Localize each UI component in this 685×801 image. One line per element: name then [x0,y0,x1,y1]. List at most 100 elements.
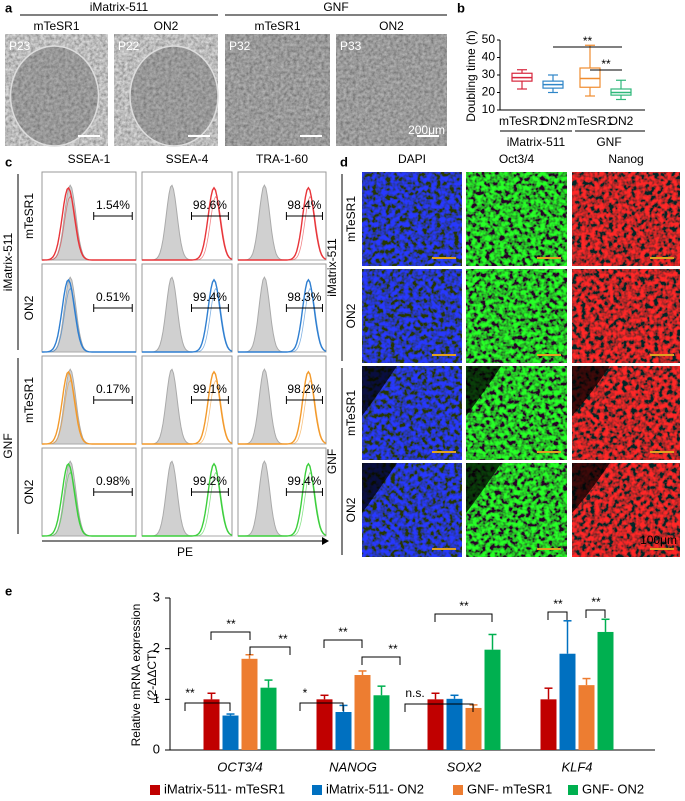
significance: ** [591,595,601,609]
background-shade [466,366,502,416]
x-tick-label: ON2 [541,114,566,128]
x-tick-label: OCT3/4 [217,759,263,774]
x-tick-label: KLF4 [561,759,592,774]
fluorescence-image [466,172,567,266]
significance-line [361,656,401,665]
stain-histogram [142,380,233,445]
matrix-label: GNF [1,433,15,458]
stain-histogram [238,195,327,261]
y-tick-label: 50 [482,32,496,46]
bar [597,631,614,750]
fluorescence-image [572,269,680,363]
background-shade [362,366,397,416]
background-shade [362,463,397,513]
bar [241,658,258,750]
media-label: mTeSR1 [254,19,300,33]
stain-histogram [42,379,136,445]
bar [373,695,390,750]
significance-line [210,631,251,640]
stain-histogram [42,195,136,261]
stain-histogram [238,379,327,445]
y-tick-label: 10 [482,102,496,116]
marker-label: TRA-1-60 [256,152,308,166]
media-label: mTeSR1 [344,390,358,436]
x-tick-label: mTeSR1 [499,114,545,128]
significance-line [434,613,493,622]
legend-label: iMatrix-511- ON2 [326,781,424,796]
significance-line [404,703,474,712]
stain-histogram [238,287,327,353]
colony [9,45,100,147]
panel-label: e [5,583,12,598]
matrix-label: iMatrix-511 [325,238,339,297]
background-shade [466,463,502,513]
percentage-label: 98.2% [287,382,321,396]
percentage-label: 1.54% [96,198,130,212]
media-label: mTeSR1 [22,377,36,423]
passage-label: P33 [340,39,362,53]
colony-shade [225,34,330,146]
matrix-label: iMatrix-511 [1,232,15,291]
group-label: iMatrix-511 [90,0,149,14]
bar [203,699,220,750]
significance: ** [388,642,398,656]
legend-label: GNF- ON2 [582,781,644,796]
stain-label: Nanog [608,152,643,166]
isotype-histogram [142,276,232,353]
significance: ** [459,599,469,613]
significance: ** [185,686,195,700]
media-label: ON2 [154,19,179,33]
percentage-label: 99.4% [193,290,227,304]
y-axis-label: (2-ΔΔCT) [145,650,159,701]
micrograph [225,34,330,146]
significance: * [303,686,308,700]
y-tick-label: 3 [153,589,160,604]
significance-line [547,611,568,620]
fluorescence-image [362,269,462,363]
background-shade [572,463,610,513]
bar [260,687,277,750]
stain-histogram [238,471,327,537]
significance: ** [601,57,611,71]
panel-label: b [457,0,465,15]
bar [335,712,352,750]
group-label: GNF [596,135,621,149]
stain-label: DAPI [398,152,426,166]
y-axis-label: Doubling time (h) [464,30,478,121]
percentage-label: 98.4% [287,198,321,212]
x-tick-label: SOX2 [447,759,482,774]
percentage-label: 98.3% [287,290,321,304]
scale-bar-label: 100μm [640,533,677,547]
stain-histogram [142,288,233,353]
percentage-label: 0.51% [96,290,130,304]
bar [465,707,482,750]
fluorescence-image [362,172,462,266]
media-label: ON2 [379,19,404,33]
y-tick-label: 0 [153,741,160,756]
media-label: mTeSR1 [33,19,79,33]
legend-swatch [568,785,578,795]
box [579,67,601,88]
media-label: mTeSR1 [22,193,36,239]
isotype-histogram [142,368,232,445]
micrograph [336,34,447,146]
scale-bar-label: 200μm [408,123,445,137]
passage-label: P22 [118,39,140,53]
x-axis-label: PE [177,545,193,559]
y-tick-label: 2 [153,640,160,655]
legend-swatch [312,785,322,795]
fluorescence-image [466,269,567,363]
group-label: iMatrix-511 [507,135,566,149]
legend-swatch [453,785,463,795]
significance: ** [583,34,593,48]
micrograph [5,34,108,146]
stain-histogram [42,471,136,537]
y-tick-label: 20 [482,85,496,99]
y-tick-label: 40 [482,50,496,64]
bar [540,699,557,750]
significance: ** [278,632,288,646]
x-tick-label: NANOG [329,759,377,774]
background-shade [572,366,610,416]
